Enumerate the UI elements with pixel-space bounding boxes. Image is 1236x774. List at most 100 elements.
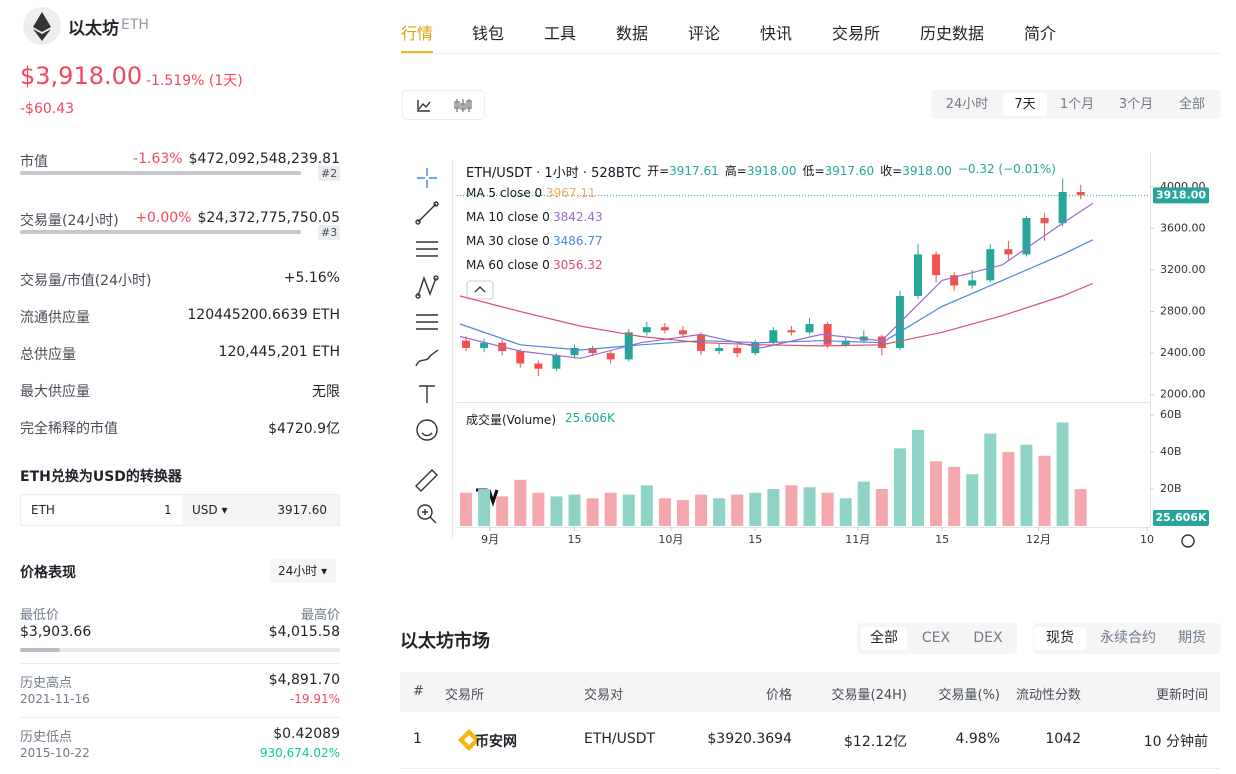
rank-badge: #2 — [318, 166, 341, 181]
settings-icon[interactable] — [1181, 534, 1195, 548]
emoji-tool[interactable] — [416, 419, 438, 441]
stat-value: $4720.9亿 — [268, 421, 340, 437]
range-tab[interactable]: 24小时 — [945, 97, 989, 112]
converter-result: 3917.60 — [277, 503, 327, 517]
last-volume-box — [1153, 510, 1209, 526]
kind-tab[interactable]: 永续合约 — [1100, 630, 1156, 646]
rank-bar — [20, 230, 301, 234]
nav-tab[interactable]: 交易所 — [832, 24, 881, 43]
stat-value: +5.16% — [283, 270, 340, 286]
volume-bar — [622, 494, 635, 526]
atl-label: 历史低点 — [20, 730, 73, 745]
table-cell: ETH/USDT — [584, 731, 656, 747]
table-cell: $3920.3694 — [707, 731, 792, 747]
ma-legend-name: MA 5 close 0 — [466, 186, 543, 200]
range-tab[interactable]: 全部 — [1178, 97, 1205, 112]
nav-tab[interactable]: 钱包 — [472, 24, 505, 43]
stat-value: 120445200.6639 ETH — [187, 307, 340, 323]
nav-tab[interactable]: 行情 — [401, 24, 434, 43]
brush-tool[interactable] — [415, 349, 439, 367]
nav-tab[interactable]: 快讯 — [760, 24, 793, 43]
nav-tab[interactable]: 评论 — [688, 24, 721, 43]
table-cell: 10 分钟前 — [1143, 734, 1208, 750]
volume-tick-label: 60B — [1160, 408, 1182, 421]
channel-tool[interactable] — [416, 241, 438, 257]
kind-tab[interactable]: 现货 — [1034, 627, 1086, 650]
crosshair-tool[interactable] — [417, 168, 437, 188]
atl-value: $0.42089 — [273, 726, 340, 742]
chart-header: ETH/USDT · 1小时 · 528BTC 开=3917.61 高=3918.0… — [466, 162, 1056, 181]
text-tool[interactable] — [419, 385, 435, 403]
kind-tab[interactable]: 期货 — [1178, 630, 1206, 646]
filter-tab[interactable]: CEX — [921, 630, 951, 646]
volume-bar — [839, 498, 852, 526]
nav-tab[interactable]: 简介 — [1024, 24, 1057, 43]
volume-bar — [568, 494, 581, 526]
period-dropdown[interactable]: 24小时 ▾ — [270, 559, 336, 583]
ath-change: -19.91% — [289, 692, 340, 706]
zoom-tool[interactable] — [417, 504, 437, 524]
stat-label: 交易量(24小时) — [20, 213, 119, 229]
column-header: 更新时间 — [1155, 688, 1208, 703]
separator — [20, 663, 340, 664]
chart-title: ETH/USDT · 1小时 · 528BTC — [466, 166, 642, 181]
range-tab[interactable]: 1个月 — [1059, 97, 1095, 112]
volume-tick-label: 40B — [1160, 445, 1182, 458]
volume-bar — [1002, 452, 1015, 526]
toolbar — [415, 160, 453, 540]
candle-body — [841, 340, 850, 345]
candle-body — [913, 254, 922, 296]
high-label: 最高价 — [300, 608, 340, 623]
price-change-abs: -$60.43 — [20, 101, 75, 117]
fib-tool[interactable] — [416, 314, 438, 330]
nav-tab[interactable]: 工具 — [544, 24, 577, 43]
price: $3,918.00 — [20, 62, 143, 90]
ath-value: $4,891.70 — [268, 672, 340, 688]
line-tool[interactable] — [415, 201, 439, 225]
volume-bar — [966, 474, 979, 526]
stat-value: 120,445,201 ETH — [218, 344, 340, 360]
x-tick-label: 11月 — [845, 533, 870, 546]
range-tab[interactable]: 7天 — [1003, 93, 1047, 116]
converter-to[interactable]: USD ▾ — [192, 503, 228, 517]
column-header: 交易所 — [445, 688, 485, 703]
volume-bar — [514, 479, 527, 526]
candle-chart-button[interactable] — [454, 99, 472, 112]
collapse-button[interactable] — [466, 280, 494, 300]
toolbar-divider — [452, 160, 453, 540]
performance-title: 价格表现 — [20, 565, 76, 581]
table-cell: 1042 — [1045, 731, 1081, 747]
nav-tab[interactable]: 历史数据 — [920, 24, 985, 43]
converter-right — [182, 495, 339, 525]
filter-tab[interactable]: 全部 — [861, 627, 907, 650]
stat-value-group: +0.00% $24,372,775,750.05 — [135, 210, 340, 226]
volume-bar — [767, 489, 780, 526]
market-title: 以太坊市场 — [400, 631, 490, 652]
range-tab[interactable]: 3个月 — [1118, 97, 1154, 112]
volume-bar — [532, 492, 545, 526]
converter-title: ETH兑换为USD的转换器 — [20, 469, 182, 485]
nav-tab[interactable]: 数据 — [616, 24, 649, 43]
table-cell: $12.12亿 — [844, 734, 907, 750]
volume-bar — [478, 489, 491, 526]
volume-bar — [695, 494, 708, 526]
volume-bar — [640, 485, 653, 526]
binance-icon — [458, 729, 480, 751]
candle-body — [588, 347, 597, 354]
candle-body — [606, 353, 615, 360]
pattern-tool[interactable] — [415, 275, 439, 299]
low-value: $3,903.66 — [20, 624, 92, 640]
eth-logo-mark — [33, 12, 51, 41]
stat-value-group: 无限 — [312, 381, 340, 401]
ma-legend-name: MA 30 close 0 — [466, 234, 550, 248]
ohlc-item: 高=3918.00 — [725, 162, 797, 181]
column-header: 交易量(24H) — [831, 688, 907, 703]
stat-change: -1.63% — [133, 151, 183, 167]
ruler-tool[interactable] — [415, 469, 438, 492]
volume-bar — [930, 461, 943, 526]
candle-body — [1076, 192, 1085, 196]
candle-body — [660, 327, 669, 331]
filter-tab[interactable]: DEX — [973, 630, 1003, 646]
line-chart-button[interactable] — [417, 100, 431, 112]
ma-legend-value: 3056.32 — [553, 258, 603, 272]
